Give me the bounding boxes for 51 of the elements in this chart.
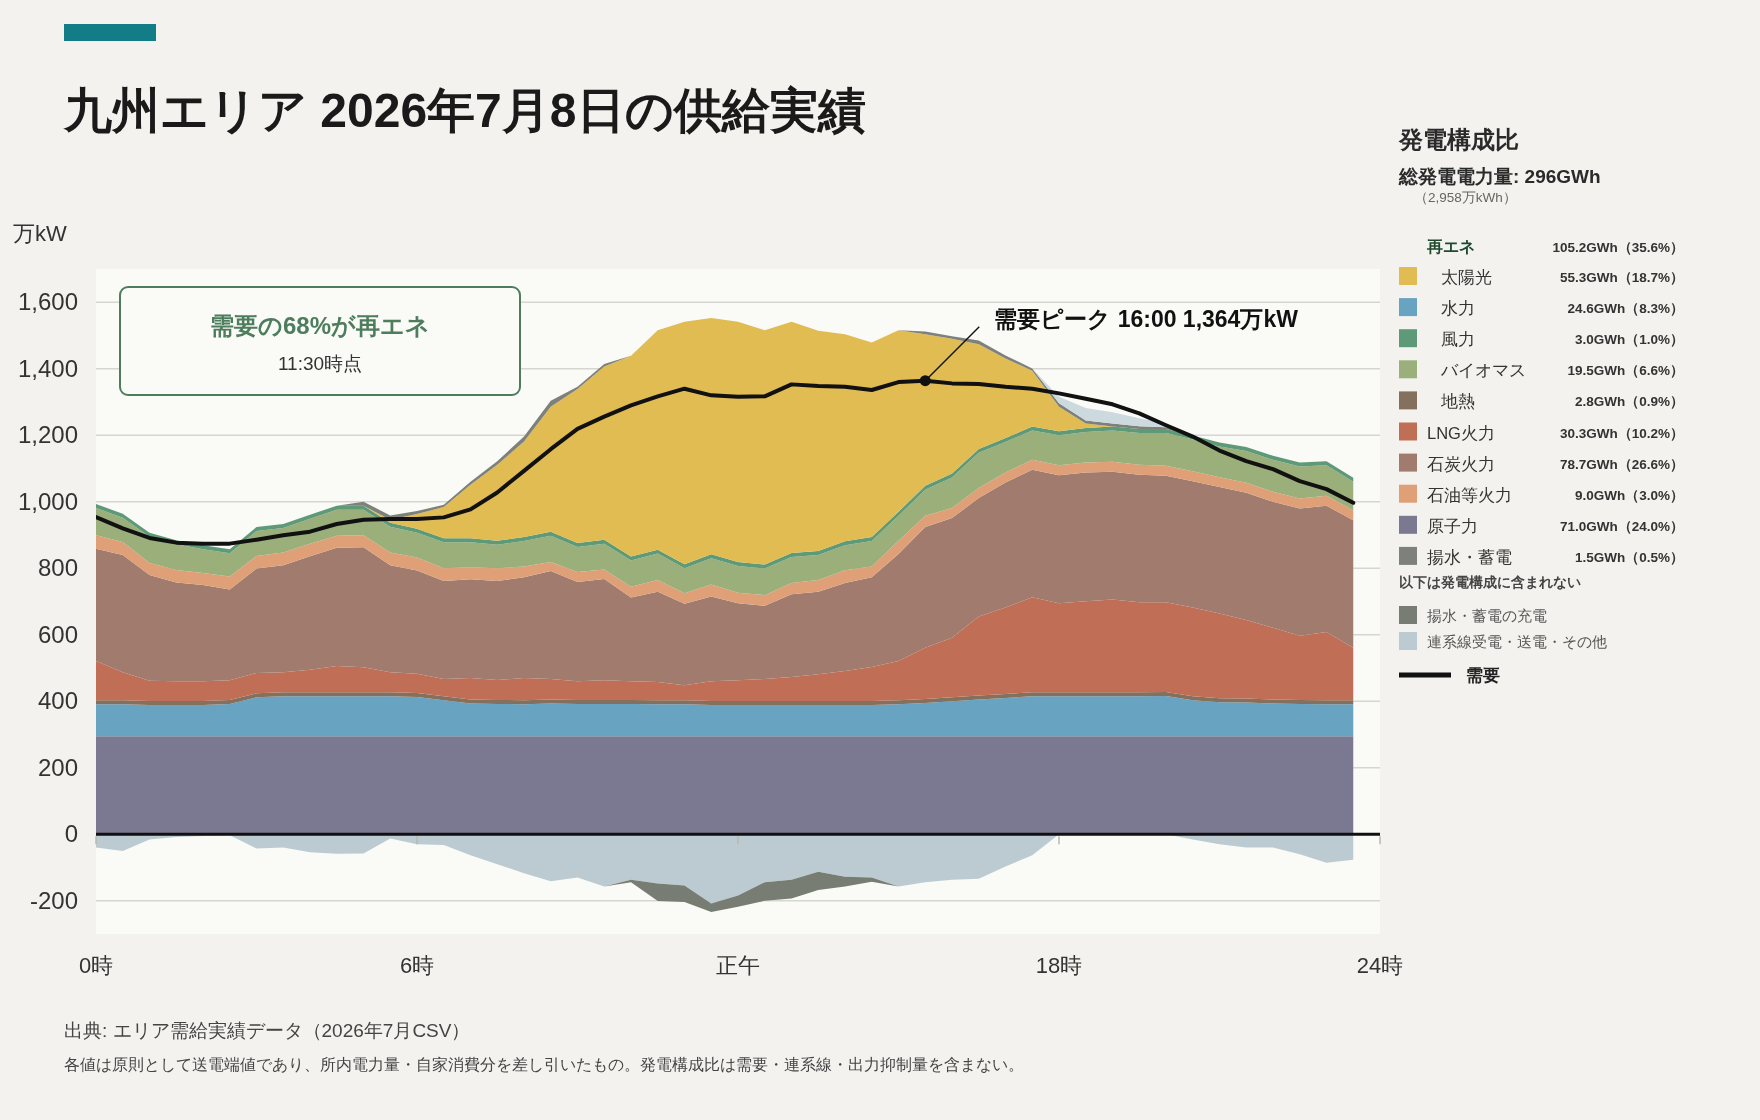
legend-label: 揚水・蓄電 <box>1427 547 1512 566</box>
text: 105.2GWh（35.6%） <box>1552 240 1684 255</box>
legend-label: 原子力 <box>1427 516 1478 535</box>
text: 78.7GWh（26.6%） <box>1559 456 1684 472</box>
y-tick-label: -200 <box>29 886 78 914</box>
x-tick-label: 24時 <box>1356 953 1404 978</box>
legend-label: バイオマス <box>1440 361 1526 380</box>
y-tick-label: 800 <box>37 554 78 582</box>
legend-title: 発電構成比 <box>1398 126 1519 153</box>
text: 各値は原則として送電端値であり、所内電力量・自家消費分を差し引いたもの。発電構成比は需要・連系線・出力抑制量を含まない。 <box>64 1056 1024 1073</box>
legend-label: 連系線受電・送電・その他 <box>1427 634 1607 650</box>
text: 19.5GWh（6.6%） <box>1567 363 1684 379</box>
text: 再エネ <box>1426 238 1475 255</box>
text: 30.3GWh（10.2%） <box>1559 425 1684 441</box>
x-tick-label: 0時 <box>78 953 114 978</box>
x-tick-label: 正午 <box>716 953 760 978</box>
text: 3.0GWh（1.0%） <box>1574 332 1684 348</box>
text: 71.0GWh（24.0%） <box>1559 518 1684 534</box>
y-axis-title: 万kW <box>13 221 67 246</box>
text: 55.3GWh（18.7%） <box>1559 270 1684 285</box>
legend-label: 地熱 <box>1440 392 1475 411</box>
x-tick-label: 18時 <box>1035 953 1083 978</box>
legend-label: LNG火力 <box>1427 423 1495 442</box>
text: 2.8GWh（0.9%） <box>1574 394 1684 410</box>
y-tick-label: 1,200 <box>17 421 78 449</box>
y-tick-label: 600 <box>37 620 78 648</box>
text: 以下は発電構成に含まれない <box>1399 575 1581 590</box>
y-tick-label: 1,600 <box>17 288 78 316</box>
text: 総発電電力量: 296GWh <box>1398 166 1601 187</box>
legend-label: 風力 <box>1441 330 1475 349</box>
annotation: 11:30時点 <box>277 353 363 374</box>
text: 9.0GWh（3.0%） <box>1574 487 1684 503</box>
legend-label: 石炭火力 <box>1427 454 1495 473</box>
legend-label: 需要 <box>1466 666 1500 685</box>
legend-label: 揚水・蓄電の充電 <box>1427 608 1547 624</box>
y-tick-label: 0 <box>64 820 78 848</box>
chart-title: 九州エリア 2026年7月8日の供給実績 <box>63 84 866 137</box>
y-tick-label: 1,400 <box>17 354 78 382</box>
text: 24.6GWh（8.3%） <box>1567 301 1684 317</box>
legend-label: 石油等火力 <box>1427 485 1512 504</box>
y-tick-label: 200 <box>37 753 78 781</box>
y-tick-label: 1,000 <box>17 487 78 515</box>
annotation: 需要ピーク 16:00 1,364万kW <box>994 305 1299 332</box>
legend-label: 水力 <box>1441 299 1475 318</box>
legend-label: 太陽光 <box>1441 268 1492 286</box>
source-note: 出典: エリア需給実績データ（2026年7月CSV） <box>64 1020 471 1041</box>
x-tick-label: 6時 <box>399 953 435 978</box>
text: 1.5GWh（0.5%） <box>1574 549 1684 565</box>
y-tick-label: 400 <box>37 687 78 715</box>
annotation: 需要の68%が再エネ <box>209 312 431 339</box>
text: （2,958万kWh） <box>1414 190 1517 205</box>
